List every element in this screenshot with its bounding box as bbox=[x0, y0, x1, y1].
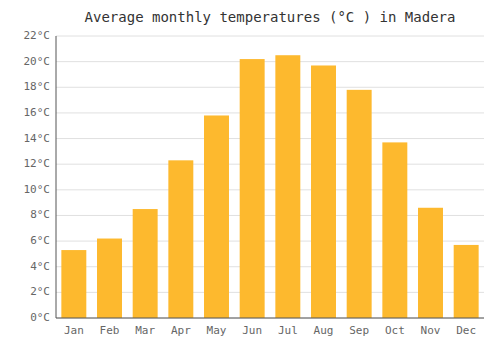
grid-line bbox=[56, 87, 484, 88]
page: {"chart_data": {"type": "bar", "title": … bbox=[0, 0, 500, 350]
x-tick-label: Mar bbox=[135, 324, 155, 337]
x-tick-label: Feb bbox=[100, 324, 120, 337]
y-tick-label: 22°C bbox=[24, 29, 51, 42]
y-tick-label: 20°C bbox=[24, 55, 51, 68]
y-tick-label: 14°C bbox=[24, 132, 51, 145]
x-tick-label: Oct bbox=[385, 324, 405, 337]
bar bbox=[382, 142, 407, 318]
bar bbox=[311, 65, 336, 318]
bar bbox=[133, 209, 158, 318]
bar bbox=[61, 250, 86, 318]
y-tick-label: 6°C bbox=[30, 234, 50, 247]
grid-line bbox=[56, 318, 484, 319]
x-tick-label: Sep bbox=[349, 324, 369, 337]
bar bbox=[347, 90, 372, 318]
grid-line bbox=[56, 112, 484, 113]
x-tick-label: Jun bbox=[242, 324, 262, 337]
bar bbox=[240, 59, 265, 318]
bar bbox=[275, 55, 300, 318]
y-tick-label: 16°C bbox=[24, 106, 51, 119]
grid-line bbox=[56, 164, 484, 165]
bar bbox=[418, 208, 443, 318]
bar bbox=[168, 160, 193, 318]
y-tick-label: 18°C bbox=[24, 80, 51, 93]
x-tick-label: Apr bbox=[171, 324, 191, 337]
y-tick-label: 4°C bbox=[30, 260, 50, 273]
y-axis: 0°C 2°C 4°C 6°C 8°C 10°C 12°C 14°C 16°C 18°C 20°C 2… bbox=[24, 29, 485, 324]
y-tick-label: 0°C bbox=[30, 311, 50, 324]
x-axis-line bbox=[56, 318, 484, 319]
x-tick-label: Aug bbox=[314, 324, 334, 337]
grid-line bbox=[56, 138, 484, 139]
bar bbox=[97, 239, 122, 318]
bar bbox=[204, 115, 229, 318]
y-tick-label: 10°C bbox=[24, 183, 51, 196]
y-tick-label: 12°C bbox=[24, 157, 51, 170]
x-tick-label: Nov bbox=[421, 324, 441, 337]
chart: Average monthly temperatures (°C ) in Ma… bbox=[0, 0, 500, 350]
grid-line bbox=[56, 189, 484, 190]
y-tick-label: 2°C bbox=[30, 285, 50, 298]
x-axis: Jan Feb Mar Apr May Jun Jul Aug Sep Oct Nov Dec bbox=[64, 324, 476, 337]
y-tick-label: 8°C bbox=[30, 208, 50, 221]
x-tick-label: May bbox=[207, 324, 227, 337]
x-tick-label: Dec bbox=[456, 324, 476, 337]
title: Average monthly temperatures (°C ) in Ma… bbox=[85, 9, 456, 25]
bar bbox=[454, 245, 479, 318]
grid-line bbox=[56, 61, 484, 62]
x-tick-label: Jul bbox=[278, 324, 298, 337]
grid-line bbox=[56, 36, 484, 37]
x-tick-label: Jan bbox=[64, 324, 84, 337]
y-axis-line bbox=[56, 36, 57, 318]
